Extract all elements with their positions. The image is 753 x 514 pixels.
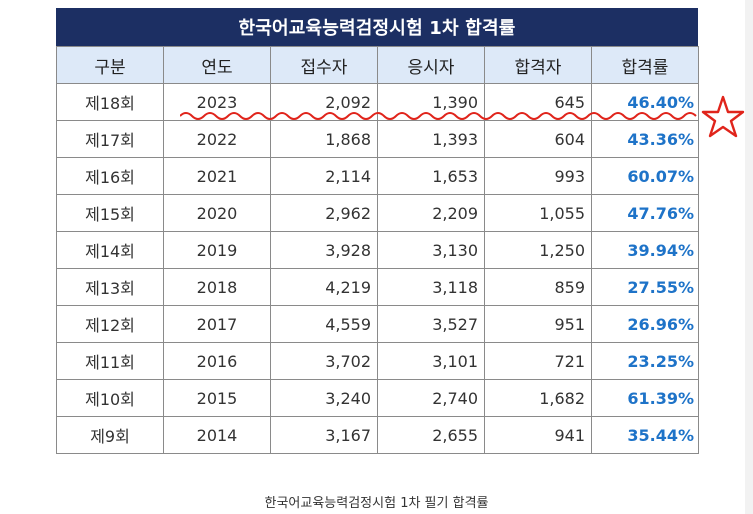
header-rate: 합격률 — [591, 46, 699, 84]
cell-rate: 26.96% — [591, 305, 699, 343]
cell-rate: 43.36% — [591, 120, 699, 158]
cell-round: 제12회 — [56, 305, 164, 343]
table-row: 제16회 2021 2,114 1,653 993 60.07% — [56, 157, 699, 195]
header-passers: 합격자 — [484, 46, 592, 84]
cell-rate: 39.94% — [591, 231, 699, 269]
header-round: 구분 — [56, 46, 164, 84]
cell-round: 제13회 — [56, 268, 164, 306]
cell-takers: 3,130 — [377, 231, 485, 269]
cell-year: 2022 — [163, 120, 271, 158]
pass-rate-table: 구분 연도 접수자 응시자 합격자 합격률 제18회 2023 2,092 1,… — [56, 46, 699, 454]
cell-applicants: 3,928 — [270, 231, 378, 269]
cell-applicants: 3,240 — [270, 379, 378, 417]
cell-year: 2018 — [163, 268, 271, 306]
table-row: 제17회 2022 1,868 1,393 604 43.36% — [56, 120, 699, 158]
table-row: 제10회 2015 3,240 2,740 1,682 61.39% — [56, 379, 699, 417]
cell-passers: 993 — [484, 157, 592, 195]
cell-rate: 23.25% — [591, 342, 699, 380]
cell-takers: 2,209 — [377, 194, 485, 232]
cell-applicants: 2,962 — [270, 194, 378, 232]
cell-passers: 1,250 — [484, 231, 592, 269]
cell-applicants: 1,868 — [270, 120, 378, 158]
pass-rate-table-container: 한국어교육능력검정시험 1차 합격률 구분 연도 접수자 응시자 합격자 합격률… — [56, 8, 699, 454]
cell-applicants: 3,167 — [270, 416, 378, 454]
cell-passers: 941 — [484, 416, 592, 454]
cell-applicants: 4,559 — [270, 305, 378, 343]
cell-rate: 35.44% — [591, 416, 699, 454]
cell-year: 2021 — [163, 157, 271, 195]
cell-year: 2015 — [163, 379, 271, 417]
cell-rate: 47.76% — [591, 194, 699, 232]
cell-takers: 2,655 — [377, 416, 485, 454]
cell-passers: 951 — [484, 305, 592, 343]
cell-applicants: 3,702 — [270, 342, 378, 380]
cell-passers: 721 — [484, 342, 592, 380]
cell-round: 제9회 — [56, 416, 164, 454]
header-takers: 응시자 — [377, 46, 485, 84]
cell-year: 2014 — [163, 416, 271, 454]
cell-passers: 1,055 — [484, 194, 592, 232]
cell-round: 제10회 — [56, 379, 164, 417]
cell-rate: 60.07% — [591, 157, 699, 195]
header-row: 구분 연도 접수자 응시자 합격자 합격률 — [56, 46, 699, 84]
table-row: 제11회 2016 3,702 3,101 721 23.25% — [56, 342, 699, 380]
cell-year: 2020 — [163, 194, 271, 232]
cell-rate: 27.55% — [591, 268, 699, 306]
cell-applicants: 2,114 — [270, 157, 378, 195]
header-applicants: 접수자 — [270, 46, 378, 84]
table-row: 제13회 2018 4,219 3,118 859 27.55% — [56, 268, 699, 306]
cell-round: 제15회 — [56, 194, 164, 232]
cell-round: 제11회 — [56, 342, 164, 380]
cell-round: 제18회 — [56, 83, 164, 121]
wavy-red-underline — [180, 112, 697, 120]
cell-round: 제16회 — [56, 157, 164, 195]
table-row: 제14회 2019 3,928 3,130 1,250 39.94% — [56, 231, 699, 269]
table-row: 제15회 2020 2,962 2,209 1,055 47.76% — [56, 194, 699, 232]
cell-takers: 2,740 — [377, 379, 485, 417]
cell-round: 제17회 — [56, 120, 164, 158]
cell-year: 2019 — [163, 231, 271, 269]
cell-year: 2016 — [163, 342, 271, 380]
cell-year: 2017 — [163, 305, 271, 343]
table-row: 제9회 2014 3,167 2,655 941 35.44% — [56, 416, 699, 454]
table-title: 한국어교육능력검정시험 1차 합격률 — [56, 8, 698, 46]
cell-takers: 1,653 — [377, 157, 485, 195]
cell-round: 제14회 — [56, 231, 164, 269]
header-year: 연도 — [163, 46, 271, 84]
cell-passers: 604 — [484, 120, 592, 158]
cell-takers: 3,527 — [377, 305, 485, 343]
cell-rate: 61.39% — [591, 379, 699, 417]
cell-takers: 1,393 — [377, 120, 485, 158]
right-edge-strip — [745, 0, 753, 514]
table-row: 제12회 2017 4,559 3,527 951 26.96% — [56, 305, 699, 343]
cell-passers: 1,682 — [484, 379, 592, 417]
cell-takers: 3,101 — [377, 342, 485, 380]
star-icon — [701, 95, 745, 138]
cell-passers: 859 — [484, 268, 592, 306]
table-caption: 한국어교육능력검정시험 1차 필기 합격률 — [264, 496, 489, 511]
cell-takers: 3,118 — [377, 268, 485, 306]
cell-applicants: 4,219 — [270, 268, 378, 306]
